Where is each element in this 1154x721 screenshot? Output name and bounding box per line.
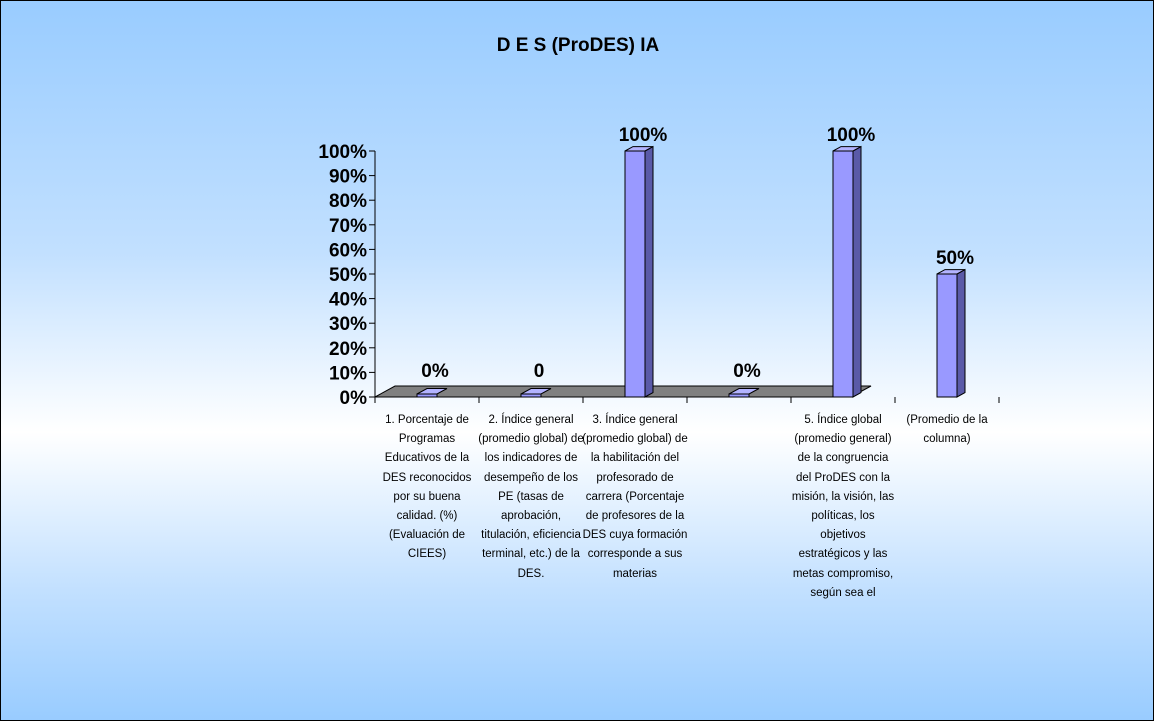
bar bbox=[624, 150, 646, 398]
bar bbox=[520, 393, 542, 398]
y-tick-label: 0% bbox=[340, 388, 368, 409]
chart-title: D E S (ProDES) IA bbox=[496, 35, 660, 56]
data-label: 50% bbox=[936, 248, 974, 269]
y-tick-label: 90% bbox=[329, 167, 367, 188]
x-tick-label: (Promedio de la columna) bbox=[906, 414, 988, 446]
y-tick-label: 10% bbox=[329, 363, 367, 384]
y-tick-label: 20% bbox=[329, 339, 367, 360]
y-tick-label: 100% bbox=[318, 142, 367, 163]
data-label: 100% bbox=[827, 125, 876, 146]
data-label: 0 bbox=[534, 361, 545, 382]
x-tick-label: 1. Porcentaje de Programas Educativos de… bbox=[382, 414, 472, 561]
bar bbox=[416, 393, 438, 398]
chart-floor bbox=[374, 385, 872, 398]
bar-side bbox=[852, 145, 862, 398]
y-tick-label: 40% bbox=[329, 290, 367, 311]
y-tick-label: 60% bbox=[329, 240, 367, 261]
bar bbox=[832, 150, 854, 398]
data-label: 0% bbox=[421, 361, 449, 382]
bar-side bbox=[644, 145, 654, 398]
y-tick-label: 80% bbox=[329, 191, 367, 212]
x-tick-label: 3. Índice general (promedio global) de l… bbox=[582, 414, 688, 580]
y-tick-label: 50% bbox=[329, 265, 367, 286]
data-label: 0% bbox=[733, 361, 761, 382]
bar bbox=[728, 393, 750, 398]
bar bbox=[936, 273, 958, 398]
data-label: 100% bbox=[619, 125, 668, 146]
x-tick-label: 2. Índice general (promedio global) de l… bbox=[478, 414, 584, 580]
bar-side bbox=[956, 268, 966, 398]
y-tick-label: 70% bbox=[329, 216, 367, 237]
x-tick-label: 5. Índice global (promedio general) de l… bbox=[791, 414, 895, 599]
y-tick-label: 30% bbox=[329, 314, 367, 335]
